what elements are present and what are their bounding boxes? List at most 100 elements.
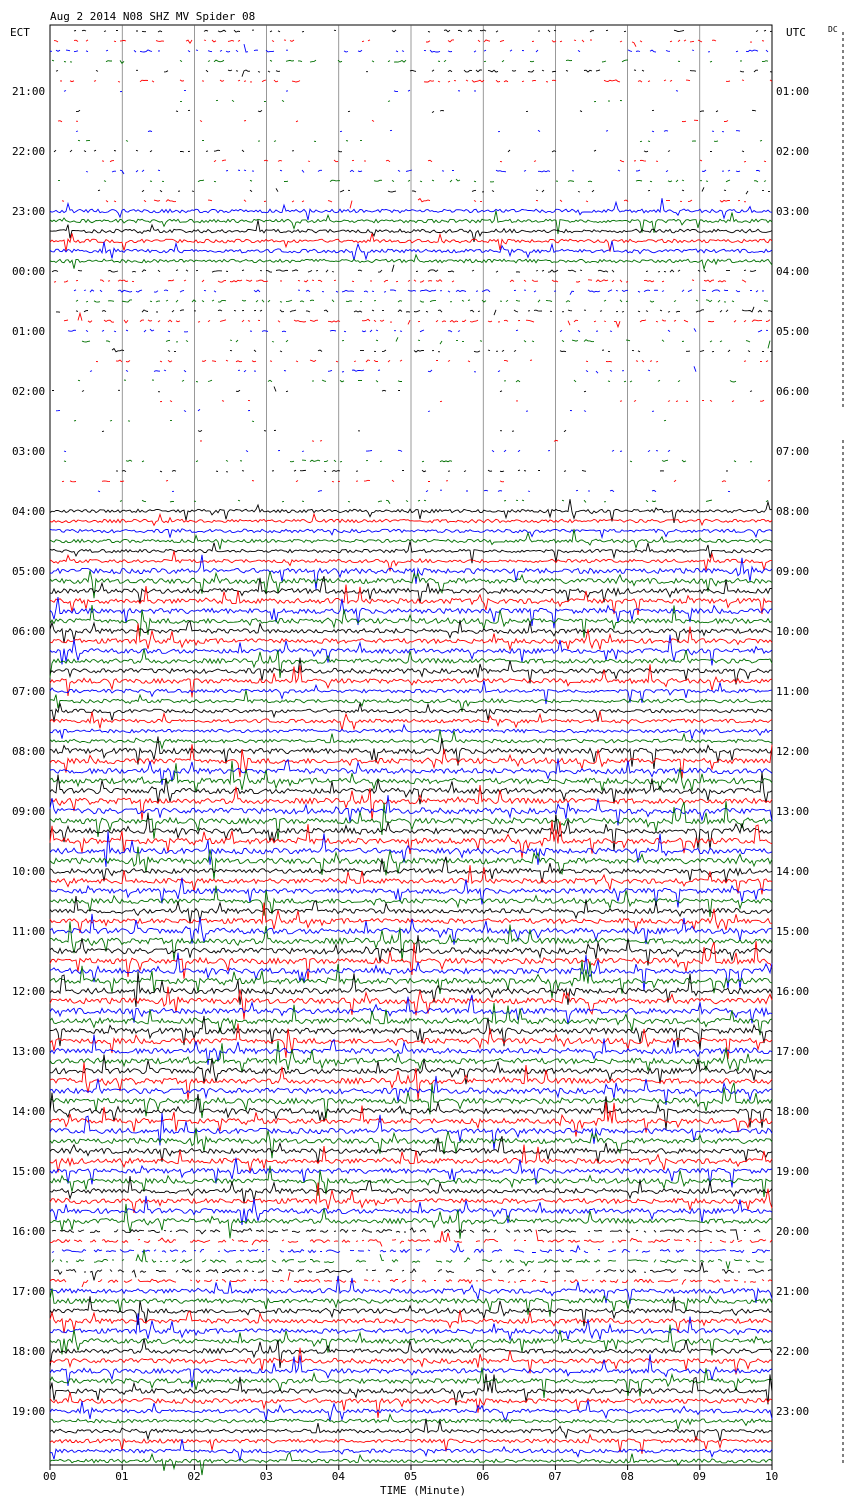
trace-line-67 — [49, 690, 773, 712]
x-tick-label: 07 — [548, 1470, 561, 1483]
x-tick-label: 05 — [404, 1470, 417, 1483]
hour-labels: 21:00 22:00 23:00 00:00 01:00 02:00 03:00 04:00… — [12, 85, 809, 1418]
right-hour-label: 23:00 — [776, 1405, 809, 1418]
trace-line-121 — [50, 1229, 773, 1247]
minute-gridlines — [121, 25, 701, 1465]
trace-line-69 — [49, 710, 773, 731]
trace-line-124 — [53, 1261, 773, 1281]
trace-line-120 — [52, 1228, 772, 1240]
left-hour-label: 17:00 — [12, 1285, 45, 1298]
trace-line-70 — [49, 723, 772, 741]
left-hour-label: 01:00 — [12, 325, 45, 338]
trace-line-133 — [49, 1347, 773, 1375]
trace-line-113 — [49, 1144, 773, 1173]
trace-line-91 — [49, 921, 773, 962]
right-hour-label: 14:00 — [776, 865, 809, 878]
x-tick-label: 00 — [43, 1470, 56, 1483]
trace-line-10 — [76, 130, 748, 132]
right-hour-label: 21:00 — [776, 1285, 809, 1298]
right-hour-label: 06:00 — [776, 385, 809, 398]
trace-line-127 — [49, 1288, 773, 1317]
x-tick-label: 06 — [476, 1470, 489, 1483]
right-hour-label: 19:00 — [776, 1165, 809, 1178]
trace-line-66 — [49, 680, 773, 705]
trace-line-9 — [58, 120, 758, 122]
trace-line-112 — [49, 1136, 773, 1164]
x-axis-label: TIME (Minute) — [380, 1484, 466, 1497]
trace-line-51 — [49, 528, 773, 550]
trace-line-131 — [49, 1324, 773, 1356]
trace-line-27 — [75, 299, 769, 303]
trace-line-40 — [102, 430, 772, 431]
trace-line-45 — [61, 479, 771, 483]
trace-line-79 — [49, 801, 773, 841]
trace-line-19 — [49, 210, 773, 235]
trace-line-31 — [81, 337, 771, 349]
left-hour-label: 08:00 — [12, 745, 45, 758]
trace-line-139 — [50, 1413, 773, 1430]
trace-line-99 — [49, 1003, 773, 1036]
trace-line-89 — [49, 902, 773, 933]
trace-line-130 — [49, 1313, 773, 1342]
x-tick-label: 04 — [332, 1470, 346, 1483]
trace-line-33 — [96, 360, 772, 362]
trace-line-142 — [49, 1439, 773, 1462]
trace-line-53 — [49, 550, 772, 572]
trace-line-129 — [49, 1309, 773, 1334]
trace-line-103 — [49, 1040, 773, 1073]
right-hour-label: 20:00 — [776, 1225, 809, 1238]
trace-line-72 — [49, 736, 773, 769]
right-hour-label: 07:00 — [776, 445, 809, 458]
trace-line-48 — [49, 499, 773, 523]
trace-line-21 — [49, 232, 773, 252]
trace-line-30 — [67, 328, 769, 333]
left-hour-label: 15:00 — [12, 1165, 45, 1178]
trace-line-3 — [52, 60, 772, 63]
trace-line-56 — [49, 576, 773, 604]
trace-line-64 — [49, 657, 773, 685]
trace-line-93 — [49, 941, 773, 981]
trace-line-43 — [64, 460, 762, 462]
trace-line-57 — [49, 584, 773, 615]
trace-line-5 — [59, 79, 773, 83]
right-hour-label: 11:00 — [776, 685, 809, 698]
trace-line-137 — [49, 1392, 773, 1418]
trace-line-73 — [49, 744, 773, 779]
trace-line-100 — [50, 1015, 773, 1050]
trace-line-122 — [51, 1241, 770, 1254]
trace-line-55 — [49, 570, 773, 599]
trace-line-59 — [49, 604, 773, 638]
trace-line-94 — [49, 952, 773, 992]
left-hour-label: 02:00 — [12, 385, 45, 398]
left-hour-label: 23:00 — [12, 205, 45, 218]
trace-line-98 — [49, 994, 773, 1025]
left-hour-label: 03:00 — [12, 445, 45, 458]
x-tick-label: 10 — [765, 1470, 778, 1483]
trace-line-38 — [56, 409, 758, 411]
trace-line-32 — [111, 347, 773, 353]
trace-line-114 — [49, 1157, 773, 1188]
left-hour-label: 18:00 — [12, 1345, 45, 1358]
trace-line-128 — [49, 1296, 773, 1327]
right-hour-label: 16:00 — [776, 985, 809, 998]
left-hour-label: 06:00 — [12, 625, 45, 638]
left-hour-label: 09:00 — [12, 805, 45, 818]
trace-line-110 — [49, 1112, 773, 1150]
trace-line-1 — [54, 40, 770, 47]
left-hour-label: 00:00 — [12, 265, 45, 278]
trace-line-63 — [49, 648, 773, 678]
trace-line-47 — [119, 499, 769, 504]
trace-line-76 — [49, 772, 773, 805]
left-hour-label: 10:00 — [12, 865, 45, 878]
trace-line-65 — [49, 664, 773, 698]
trace-line-74 — [49, 758, 773, 785]
trace-line-34 — [90, 366, 772, 373]
trace-line-90 — [49, 913, 773, 945]
trace-line-12 — [54, 150, 766, 152]
trace-line-117 — [49, 1182, 773, 1213]
trace-line-39 — [74, 420, 760, 421]
trace-line-37 — [160, 400, 772, 402]
trace-line-23 — [49, 253, 773, 271]
x-tick-label: 01 — [115, 1470, 128, 1483]
right-hour-label: 02:00 — [776, 145, 809, 158]
